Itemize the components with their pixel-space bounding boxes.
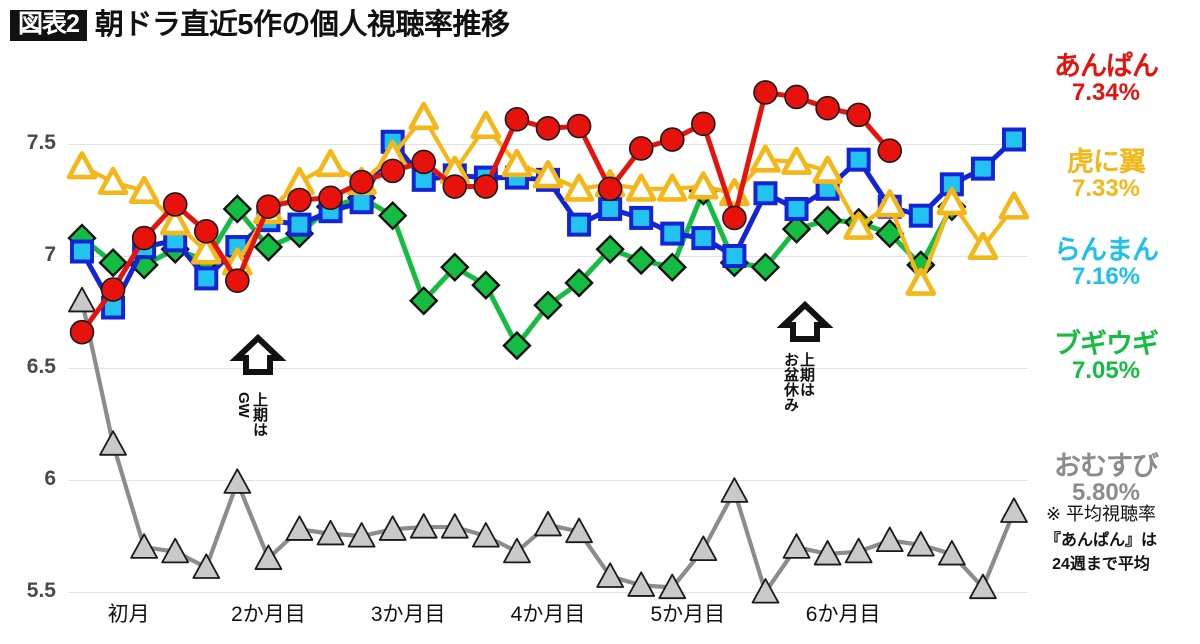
annotation-label: お盆休み 上期は: [782, 352, 815, 412]
annotation-main-text: 上期は: [251, 392, 268, 437]
x-axis-tick-label: 6か月目: [805, 603, 881, 626]
annotation-arrow-icon: [776, 300, 834, 342]
x-axis-tick-label: 3か月目: [370, 603, 446, 626]
annotation-label: GW 上期は: [235, 392, 268, 437]
gridline-y-5.5: [68, 592, 1028, 593]
legend-item-4[interactable]: ブギウギ 7.05%: [1018, 330, 1194, 384]
legend-item-3[interactable]: らんまん 7.16%: [1018, 236, 1194, 290]
y-axis-tick-label: 5.5: [26, 579, 56, 602]
legend-series-value: 7.33%: [1071, 175, 1141, 203]
page-title: 図表2 朝ドラ直近5作の個人視聴率推移: [10, 6, 510, 44]
footnote-line-3: 24週まで平均: [1052, 556, 1150, 573]
gridline-y-7.5: [68, 144, 1028, 145]
legend-series-name: あんぱん: [1054, 51, 1159, 81]
legend-series-name: 虎に翼: [1067, 147, 1146, 177]
legend-series-name: おむすび: [1054, 451, 1159, 481]
gridline-y-7: [68, 256, 1028, 257]
title-text: 朝ドラ直近5作の個人視聴率推移: [94, 8, 510, 41]
legend-item-2[interactable]: 虎に翼 7.33%: [1018, 148, 1194, 202]
legend-series-value: 7.34%: [1071, 79, 1141, 107]
annotation-arrow-icon: [229, 333, 287, 375]
y-axis-tick-label: 7.5: [26, 131, 56, 154]
legend-series-value: 5.80%: [1071, 479, 1141, 507]
legend-series-value: 7.16%: [1071, 263, 1141, 291]
annotation-sub-text: GW: [235, 392, 252, 418]
legend-series-name: ブギウギ: [1054, 329, 1159, 359]
y-axis-tick-label: 6.5: [26, 355, 56, 378]
gridline-y-6.5: [68, 368, 1028, 369]
annotation-main-text: 上期は: [798, 352, 815, 397]
footnote-line-2: 『あんぱん』は: [1044, 532, 1157, 549]
chart-footnote: ※ 平均視聴率 『あんぱん』は 24週まで平均: [1008, 500, 1194, 574]
x-axis-tick-label: 5か月目: [650, 603, 726, 626]
y-axis-tick-label: 6: [44, 467, 56, 490]
annotation-sub-text: お盆休み: [782, 352, 799, 412]
x-axis-tick-label: 初月: [107, 603, 150, 626]
series-おむすび: [68, 286, 1028, 604]
x-axis-tick-label: 2か月目: [231, 603, 306, 626]
x-axis-tick-label: 4か月目: [510, 603, 586, 626]
gridline-y-6: [68, 480, 1028, 481]
legend-item-5[interactable]: おむすび 5.80%: [1018, 452, 1194, 506]
legend-item-1[interactable]: あんぱん 7.34%: [1018, 52, 1194, 106]
legend-series-value: 7.05%: [1071, 357, 1141, 385]
series-虎に翼: [66, 101, 1030, 296]
series-あんぱん: [69, 80, 903, 345]
figure-badge: 図表2: [10, 9, 87, 41]
legend-series-name: らんまん: [1054, 235, 1159, 265]
y-axis-tick-label: 7: [44, 243, 56, 266]
footnote-line-1: ※ 平均視聴率: [1045, 504, 1157, 524]
